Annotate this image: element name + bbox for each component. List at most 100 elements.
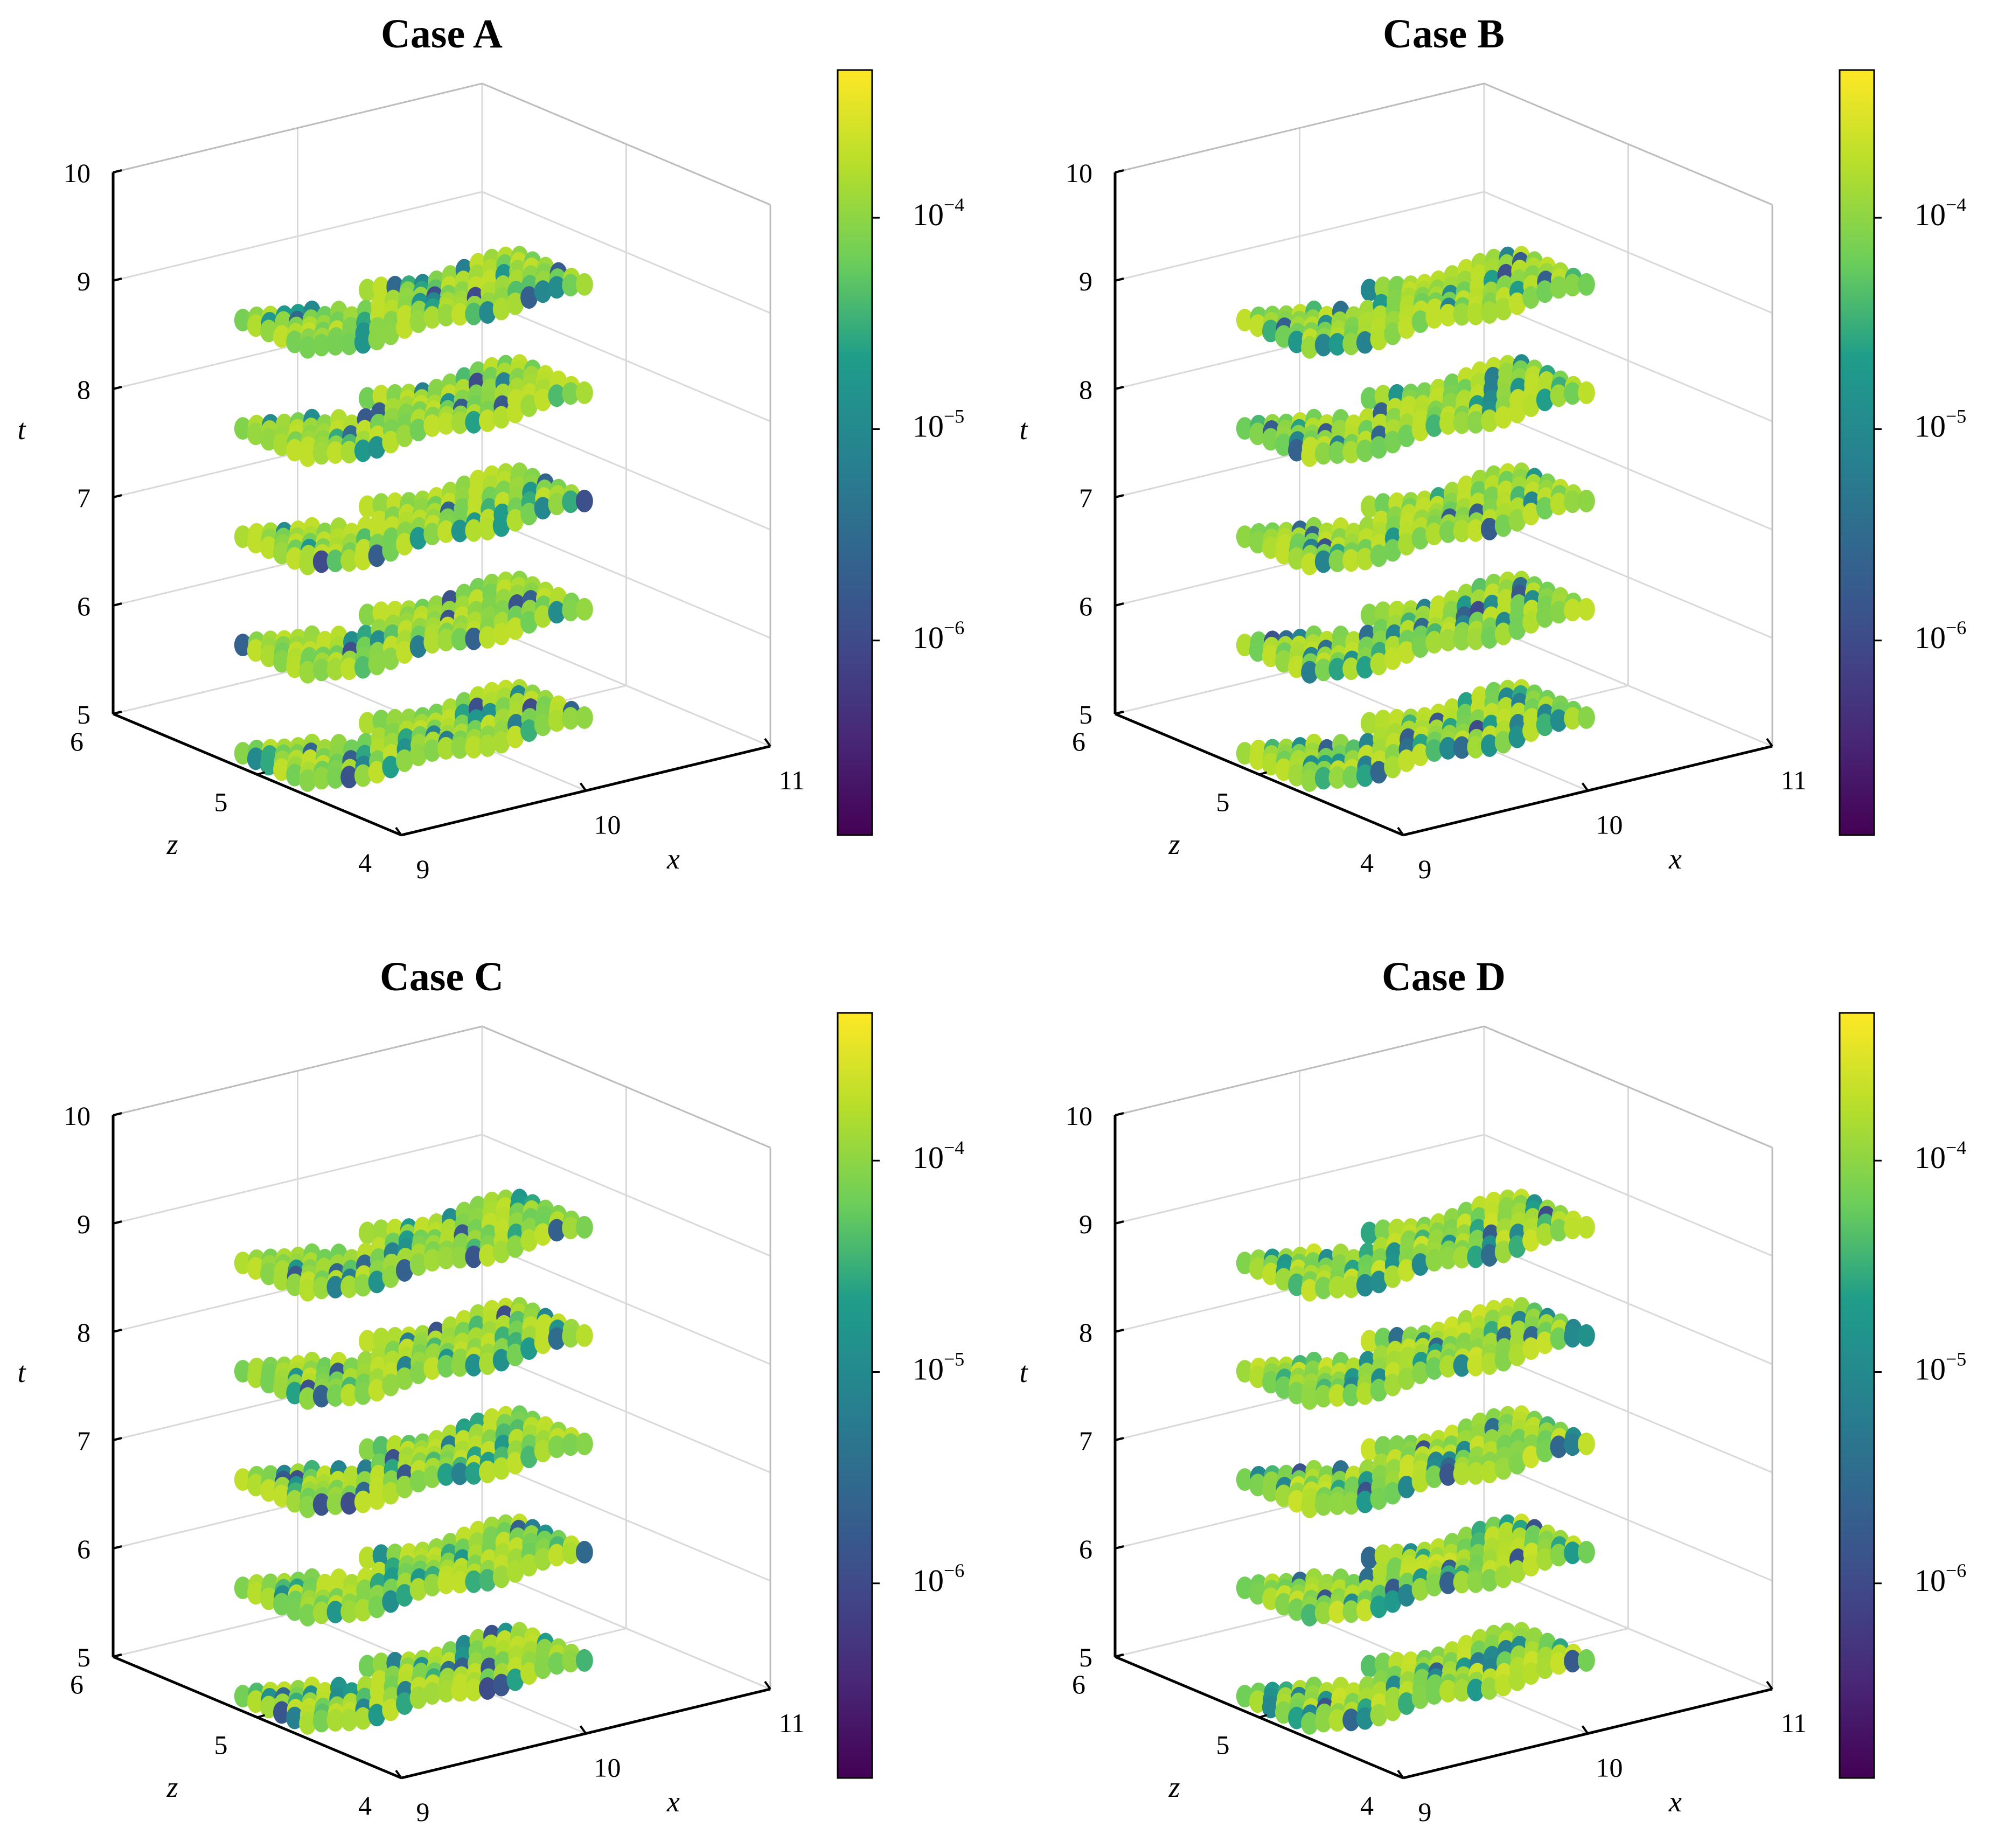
data-point (1577, 1649, 1595, 1672)
data-point (520, 1554, 538, 1577)
data-point (1522, 1446, 1540, 1469)
data-point (1384, 430, 1402, 454)
data-point (1397, 532, 1415, 555)
data-point (372, 1436, 390, 1459)
data-point (1397, 1259, 1415, 1282)
data-point (1453, 303, 1471, 326)
data-point (423, 1574, 441, 1597)
data-point (1360, 1655, 1378, 1678)
data-point (1453, 628, 1471, 651)
data-point (1314, 334, 1332, 357)
data-point (1288, 1706, 1306, 1729)
data-point (451, 1462, 469, 1485)
data-point (1360, 712, 1378, 735)
data-point (1453, 1354, 1471, 1377)
data-point (520, 1337, 538, 1360)
data-point (451, 519, 469, 543)
data-point (358, 279, 376, 302)
data-point (548, 709, 566, 732)
data-point (1374, 1544, 1392, 1567)
data-point (506, 509, 524, 532)
x-tick-label: 11 (1781, 765, 1807, 795)
data-point (1328, 1601, 1346, 1624)
data-point (1360, 1546, 1378, 1569)
colorbar-tick-label: 10−5 (1915, 1348, 1966, 1386)
data-point (1236, 1360, 1254, 1383)
data-point (1522, 1662, 1540, 1685)
t-tick-label: 9 (77, 1209, 90, 1239)
x-axis-label: x (666, 843, 680, 875)
data-point (354, 439, 372, 462)
data-point (354, 1274, 372, 1297)
data-point (1577, 706, 1595, 729)
data-point (286, 330, 304, 353)
t-tick-label: 9 (1079, 1209, 1092, 1239)
data-point (358, 603, 376, 627)
data-point (1425, 1682, 1443, 1705)
data-point (1564, 1217, 1582, 1240)
data-point (1275, 541, 1292, 565)
colorbar-tick-label: 10−6 (1915, 1560, 1966, 1598)
data-point (575, 1432, 593, 1455)
data-point (1370, 328, 1388, 351)
data-point (1481, 409, 1499, 432)
data-point (1577, 273, 1595, 296)
data-point (1249, 1365, 1266, 1388)
data-point (423, 306, 441, 329)
x-tick-label: 9 (416, 1797, 430, 1827)
x-tick-mark (395, 1769, 402, 1779)
data-point (1374, 710, 1392, 733)
data-point (423, 414, 441, 437)
data-point (372, 1652, 390, 1676)
data-point (354, 331, 372, 354)
data-point (1522, 503, 1540, 526)
data-point (409, 527, 427, 550)
data-point (299, 1495, 317, 1518)
data-point (273, 1701, 290, 1724)
data-point (1342, 549, 1360, 572)
data-point (1262, 428, 1279, 451)
t-tick-label: 10 (64, 158, 90, 188)
data-point (1328, 333, 1346, 356)
data-point (1564, 707, 1582, 730)
data-point (1453, 1679, 1471, 1702)
data-point (247, 1582, 264, 1605)
data-point (548, 1327, 566, 1350)
data-point (354, 1599, 372, 1622)
data-point (1577, 1540, 1595, 1564)
data-point (1275, 1701, 1292, 1724)
data-point (1262, 1587, 1279, 1610)
data-point (465, 735, 483, 759)
x-tick-label: 9 (1418, 854, 1432, 884)
data-point (465, 627, 483, 650)
data-point (340, 1708, 358, 1732)
data-point (234, 525, 252, 548)
data-point (1550, 492, 1568, 516)
data-point (1262, 644, 1279, 668)
data-point (409, 1470, 427, 1493)
t-tick-label: 7 (1079, 483, 1092, 513)
data-point (326, 1492, 344, 1516)
data-point (286, 1706, 304, 1729)
t-tick-mark (113, 1545, 122, 1550)
box-edge (1115, 82, 1485, 173)
data-point (1536, 1223, 1554, 1246)
z-tick-mark (113, 1654, 121, 1658)
data-point (1439, 628, 1457, 651)
data-point (1262, 536, 1279, 559)
data-point (1360, 279, 1378, 302)
data-point (451, 1246, 469, 1269)
data-point (492, 1349, 510, 1372)
data-point (1508, 617, 1526, 640)
t-tick-mark (113, 602, 122, 607)
t-tick-label: 10 (1066, 1101, 1092, 1131)
z-tick-mark (1115, 1654, 1123, 1658)
data-point (562, 382, 580, 405)
colorbar-tick-label: 10−5 (1915, 405, 1966, 443)
z-tick-label: 4 (1360, 1790, 1374, 1821)
data-point (1425, 1357, 1443, 1380)
data-point (575, 1649, 593, 1672)
data-point (358, 1221, 376, 1245)
data-point (273, 1484, 290, 1507)
